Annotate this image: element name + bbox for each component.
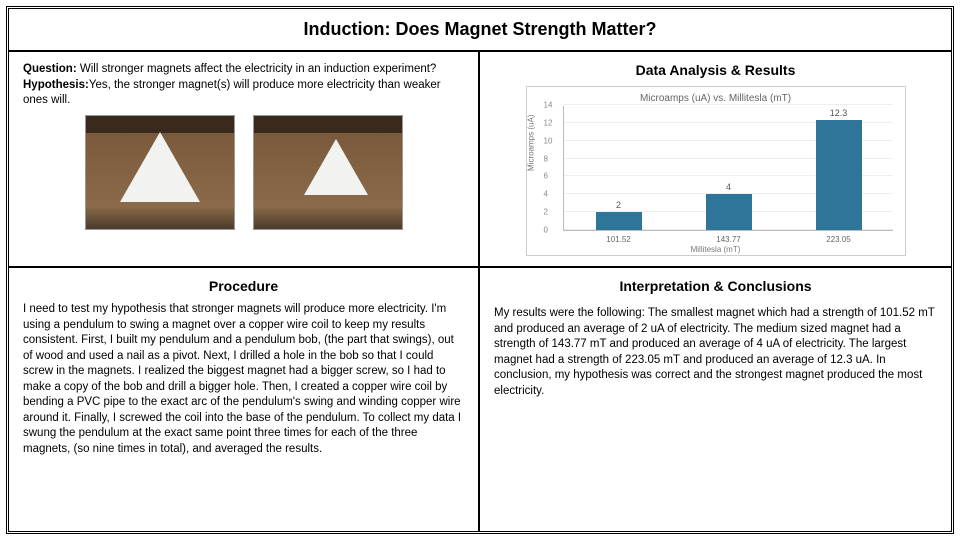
chart-bar [706, 194, 752, 230]
conclusions-text: My results were the following: The small… [494, 306, 937, 399]
bar-chart: Microamps (uA) vs. Millitesla (mT) Micro… [526, 86, 906, 256]
procedure-text: I need to test my hypothesis that strong… [23, 302, 464, 457]
experiment-photo-2 [253, 115, 403, 230]
chart-plot-area: 024681012142101.524143.7712.3223.05 [563, 106, 893, 231]
photo-row [23, 115, 464, 230]
data-cell: Data Analysis & Results Microamps (uA) v… [480, 52, 951, 268]
experiment-photo-1 [85, 115, 235, 230]
question-text: Will stronger magnets affect the electri… [77, 63, 437, 75]
procedure-heading: Procedure [23, 278, 464, 294]
poster-grid: Question: Will stronger magnets affect t… [9, 52, 951, 531]
question-cell: Question: Will stronger magnets affect t… [9, 52, 480, 268]
question-block: Question: Will stronger magnets affect t… [23, 62, 464, 109]
question-label: Question: [23, 63, 77, 75]
data-heading: Data Analysis & Results [494, 62, 937, 78]
chart-title: Microamps (uA) vs. Millitesla (mT) [535, 93, 897, 104]
chart-bar [816, 120, 862, 230]
procedure-cell: Procedure I need to test my hypothesis t… [9, 268, 480, 531]
conclusions-heading: Interpretation & Conclusions [494, 278, 937, 294]
poster-frame: Induction: Does Magnet Strength Matter? … [6, 6, 954, 534]
poster-title: Induction: Does Magnet Strength Matter? [9, 9, 951, 52]
chart-bar [596, 212, 642, 230]
hypothesis-label: Hypothesis: [23, 79, 89, 91]
conclusions-cell: Interpretation & Conclusions My results … [480, 268, 951, 531]
chart-ylabel: Microamps (uA) [526, 115, 535, 171]
chart-xlabel: Millitesla (mT) [535, 245, 897, 254]
